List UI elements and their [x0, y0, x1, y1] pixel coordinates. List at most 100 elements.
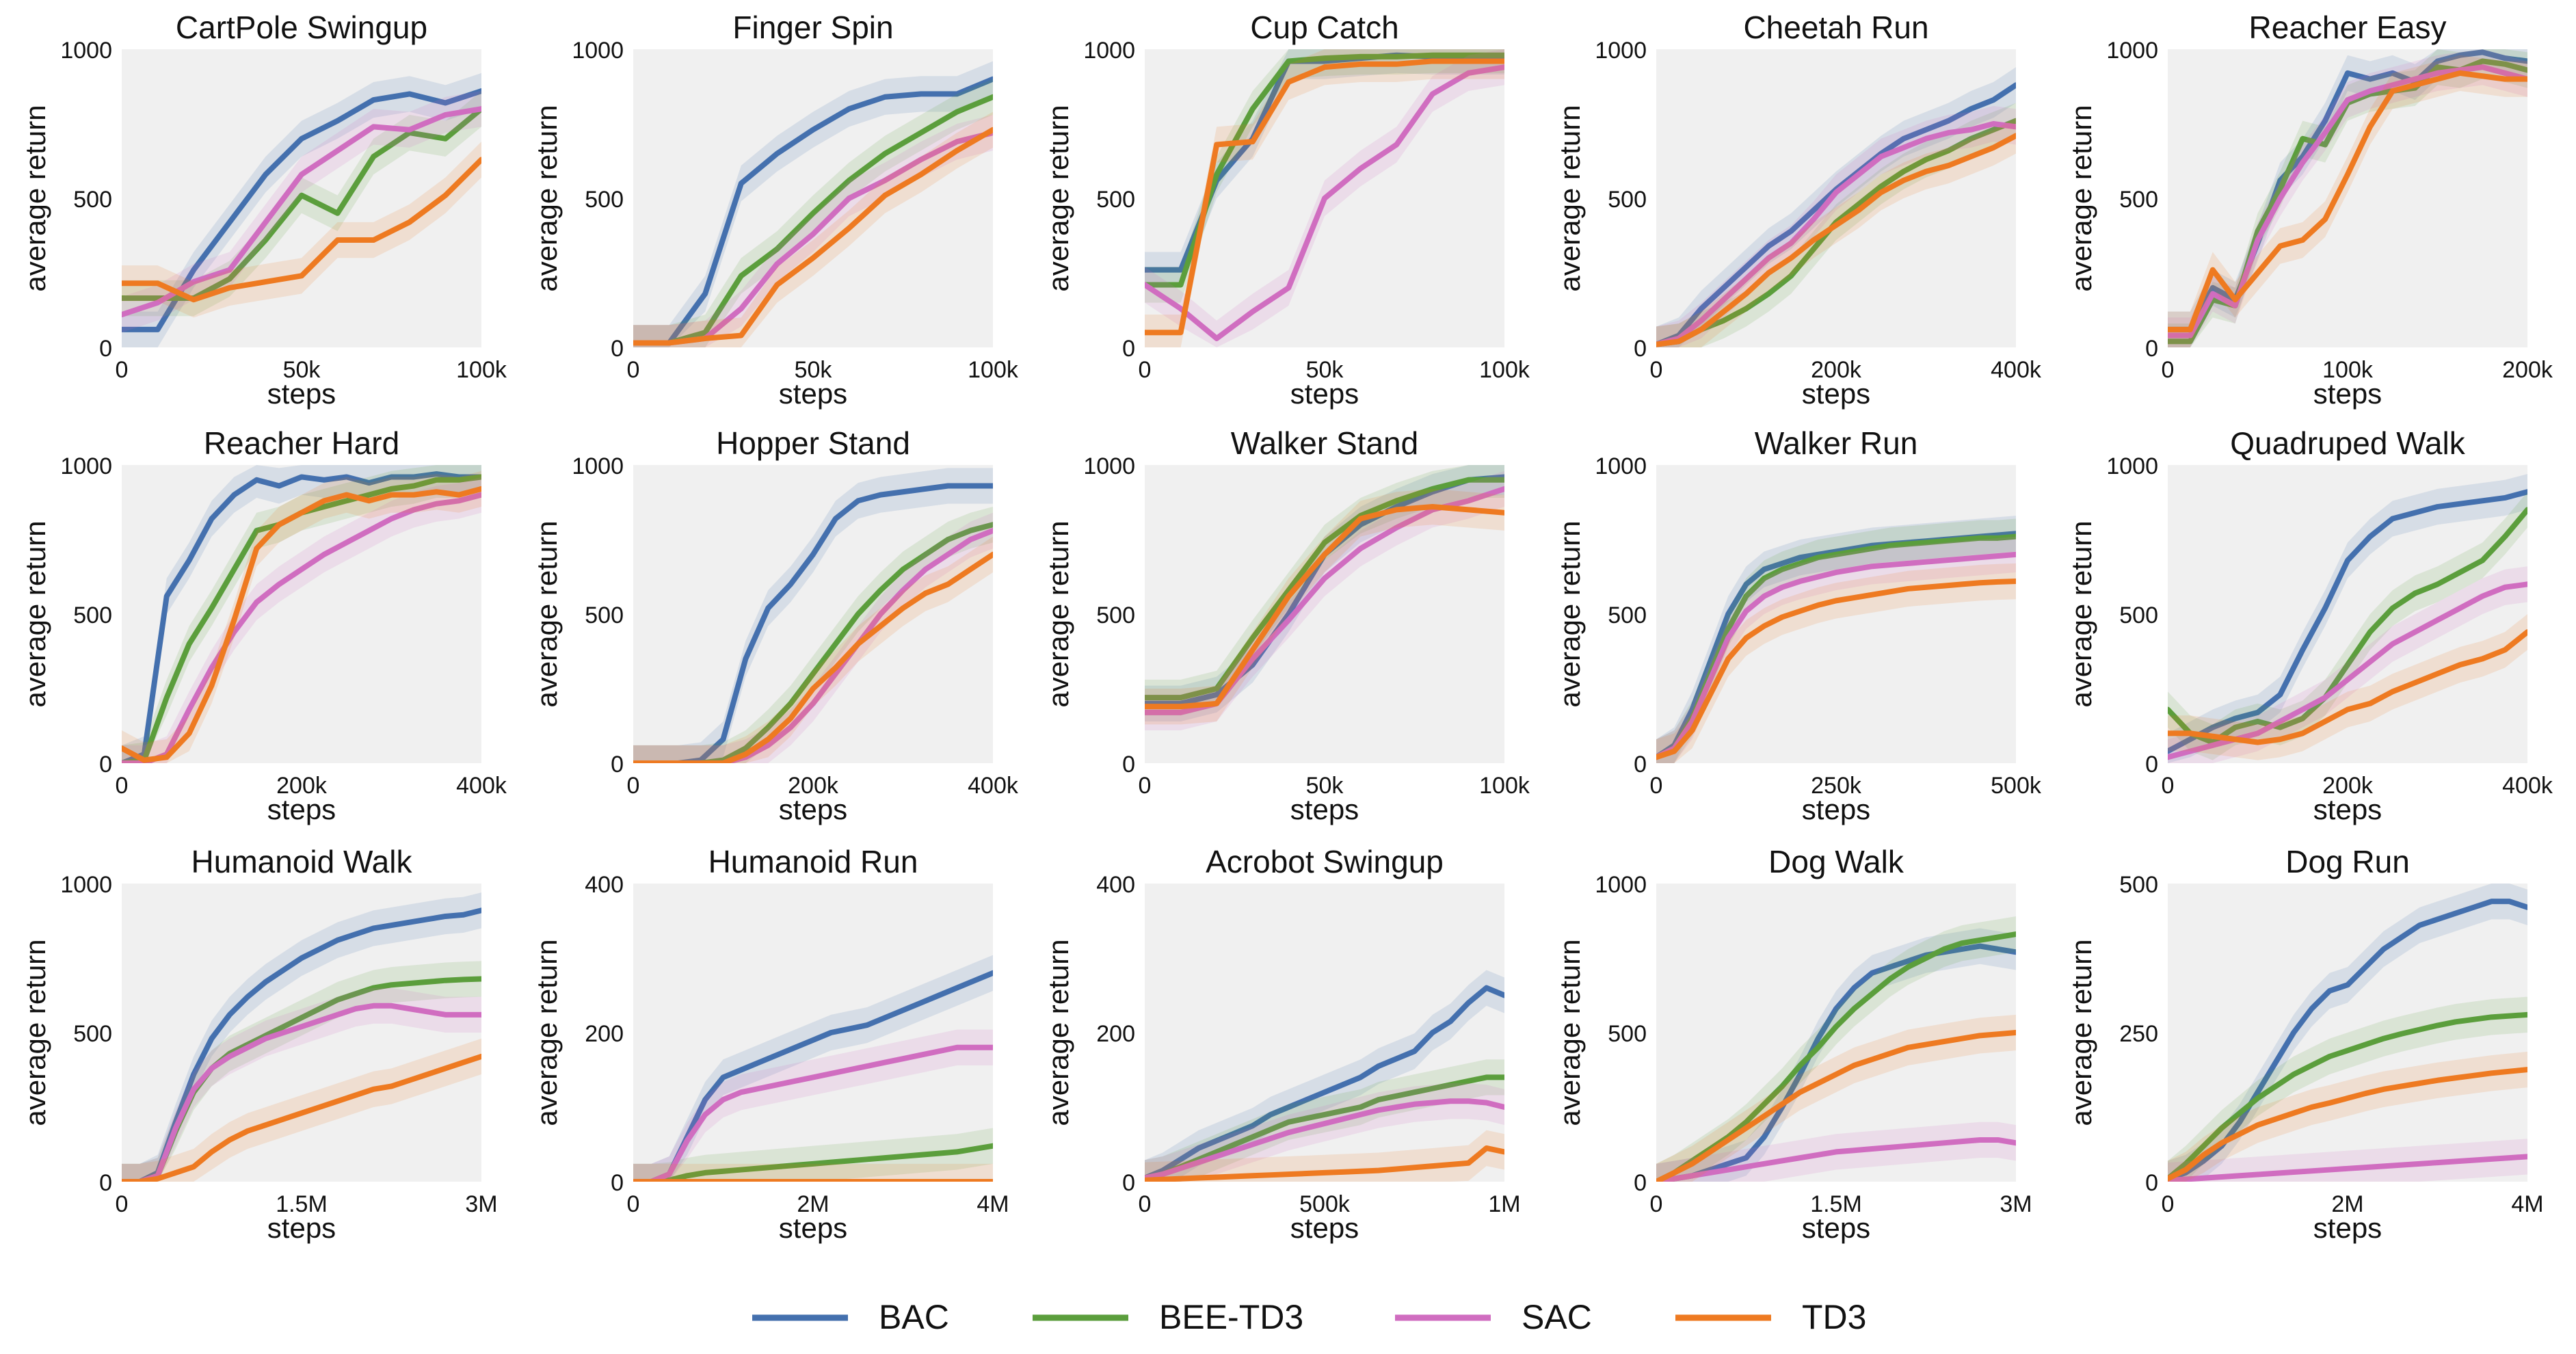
series-line	[1656, 133, 2016, 347]
series-line	[1145, 1074, 1504, 1181]
series-line	[633, 1143, 993, 1182]
series-line	[1145, 1145, 1504, 1182]
series-bac	[1145, 970, 1504, 1182]
x-tick-label: 500k	[1299, 1191, 1351, 1217]
series-line	[2168, 49, 2527, 332]
x-axis-label: steps	[1290, 377, 1359, 410]
x-tick-label: 400k	[456, 773, 507, 799]
x-tick-label: 1M	[1488, 1191, 1520, 1217]
x-tick-label: 50k	[1306, 357, 1344, 383]
y-axis-label: average return	[531, 520, 563, 707]
y-tick-label: 500	[1608, 1021, 1647, 1047]
series-line	[633, 522, 993, 763]
x-tick-label: 200k	[1811, 357, 1862, 383]
chart-title: Reacher Hard	[204, 425, 399, 461]
chart-title: Dog Walk	[1768, 844, 1904, 879]
series-line	[633, 970, 993, 1182]
x-tick-label: 400k	[2502, 773, 2553, 799]
x-tick-label: 1.5M	[276, 1191, 328, 1217]
chart-title: Cup Catch	[1250, 10, 1398, 45]
series-line	[1656, 533, 2016, 760]
confidence-band	[633, 61, 993, 347]
x-tick-label: 0	[1139, 773, 1152, 799]
series-sac	[122, 987, 481, 1182]
subplot-cartpole-swingup: CartPole Swingup average return steps 0 500 1…	[19, 10, 507, 410]
confidence-band	[1656, 518, 2016, 763]
x-tick-label: 50k	[1306, 773, 1344, 799]
series-line	[1656, 579, 2016, 760]
legend-item-bac: BAC	[752, 1298, 949, 1336]
series-line	[1145, 504, 1504, 710]
series-line	[633, 551, 993, 763]
y-tick-label: 500	[585, 602, 624, 628]
x-axis-label: steps	[1802, 377, 1870, 410]
series-line	[633, 127, 993, 346]
series-bee-td3	[122, 91, 481, 317]
series-td3	[1656, 1014, 2016, 1182]
series-line	[1656, 551, 2016, 760]
y-tick-label: 1000	[60, 38, 112, 64]
series-line	[1656, 943, 2016, 1182]
series-line	[1656, 1137, 2016, 1182]
confidence-band	[633, 1163, 993, 1182]
x-tick-label: 400k	[1991, 357, 2042, 383]
y-tick-label: 1000	[60, 453, 112, 479]
plot-area	[2168, 884, 2527, 1182]
y-axis-label: average return	[1042, 939, 1074, 1126]
series-line	[1145, 985, 1504, 1181]
y-axis-label: average return	[531, 939, 563, 1126]
series-td3	[1656, 563, 2016, 763]
series-line	[633, 76, 993, 346]
confidence-band	[2168, 1139, 2527, 1182]
confidence-band	[1145, 488, 1504, 725]
series-line	[633, 1044, 993, 1182]
x-tick-label: 100k	[1479, 773, 1530, 799]
plot-area	[2168, 465, 2527, 763]
y-axis-label: average return	[19, 520, 51, 707]
x-tick-label: 0	[627, 773, 640, 799]
x-axis-label: steps	[2313, 793, 2382, 825]
series-line	[2168, 1067, 2527, 1182]
x-tick-label: 100k	[456, 357, 507, 383]
series-sac	[2168, 1139, 2527, 1182]
y-tick-label: 200	[1096, 1021, 1135, 1047]
x-tick-label: 0	[116, 1191, 129, 1217]
series-td3	[633, 536, 993, 763]
series-line	[633, 94, 993, 346]
x-tick-label: 3M	[465, 1191, 497, 1217]
x-tick-label: 0	[2162, 357, 2175, 383]
series-td3	[1145, 1130, 1504, 1182]
y-tick-label: 500	[2119, 187, 2158, 213]
subplot-quadruped-walk: Quadruped Walk average return steps 0 500 100…	[2065, 425, 2553, 825]
x-tick-label: 100k	[2322, 357, 2374, 383]
series-line	[1145, 64, 1504, 341]
series-line	[1145, 477, 1504, 701]
series-sac	[2168, 566, 2527, 763]
series-sac	[633, 512, 993, 763]
series-line	[122, 157, 481, 303]
chart-title: Dog Run	[2285, 844, 2410, 879]
y-tick-label: 1000	[572, 453, 624, 479]
y-tick-label: 0	[2145, 336, 2158, 362]
legend-label: TD3	[1802, 1298, 1866, 1336]
series-line	[2168, 629, 2527, 745]
x-tick-label: 0	[2162, 1191, 2175, 1217]
x-tick-label: 50k	[283, 357, 321, 383]
confidence-band	[633, 468, 993, 763]
confidence-band	[2168, 884, 2527, 1182]
series-line	[2168, 1011, 2527, 1182]
confidence-band	[2168, 614, 2527, 760]
series-line	[2168, 581, 2527, 760]
series-bee-td3	[633, 1128, 993, 1182]
series-bac	[1656, 928, 2016, 1182]
series-td3	[122, 142, 481, 318]
confidence-band	[633, 536, 993, 763]
confidence-band	[1656, 536, 2016, 763]
subplot-finger-spin: Finger Spin average return steps 0 500 1000 0 5…	[531, 10, 1019, 410]
series-line	[122, 907, 481, 1182]
legend-svg: BAC BEE-TD3 SAC TD3	[752, 1298, 1866, 1336]
confidence-band	[2168, 566, 2527, 763]
x-tick-label: 0	[1650, 1191, 1663, 1217]
x-tick-label: 0	[2162, 773, 2175, 799]
x-axis-label: steps	[1802, 1212, 1870, 1244]
